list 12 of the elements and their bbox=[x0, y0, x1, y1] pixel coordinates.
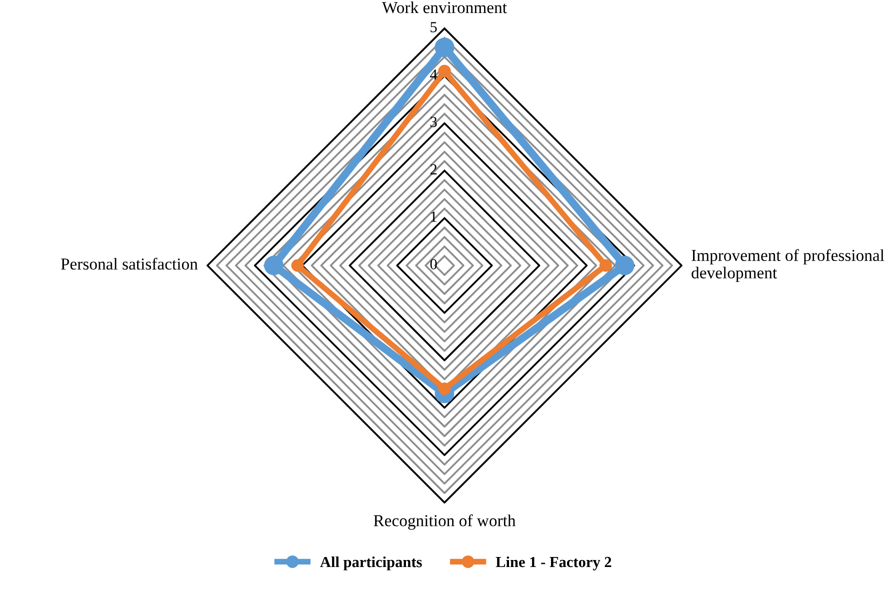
spoke-label: Work environment bbox=[382, 1, 507, 14]
spoke-label: Recognition of worth bbox=[374, 514, 516, 530]
y-tick-label: 3 bbox=[430, 116, 437, 128]
y-tick-label: 2 bbox=[430, 164, 437, 174]
spoke-label: Personal satisfaction bbox=[60, 258, 198, 270]
spoke-label: Improvement of professional development bbox=[692, 249, 884, 282]
y-tick-label: 1 bbox=[431, 212, 436, 222]
y-tick-label: 5 bbox=[430, 22, 437, 32]
y-tick-label: 0 bbox=[430, 259, 437, 270]
y-tick-label: 4 bbox=[430, 69, 438, 80]
legend-label: Line 1 - Factory 2 bbox=[496, 556, 612, 570]
legend-label: All participants bbox=[320, 556, 422, 570]
